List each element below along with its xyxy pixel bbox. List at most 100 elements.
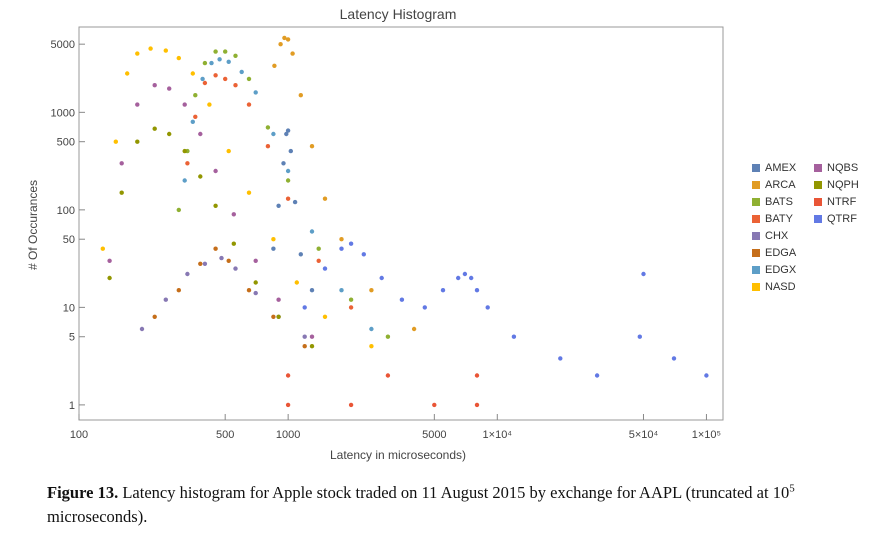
data-point [113,139,119,144]
data-point [282,35,287,41]
x-tick-label: 1000 [276,429,300,441]
legend-item-ntrf: NTRF [814,194,874,209]
data-point [219,255,224,261]
data-point [292,199,298,205]
y-tick-label: 100 [57,205,75,217]
data-point [348,402,354,408]
legend-label: EDGX [765,263,797,276]
data-point [135,102,140,107]
data-point [119,161,124,166]
data-point [322,314,328,319]
data-point [474,373,480,378]
data-point [176,55,181,61]
data-point [316,258,321,263]
x-tick-label: 500 [216,429,234,441]
data-point [385,334,391,339]
data-point [167,131,172,137]
legend-label: NTRF [827,195,857,208]
data-point [182,178,187,183]
data-point [152,126,157,131]
data-point [671,356,677,361]
data-point [411,326,417,332]
data-point [231,212,236,217]
data-point [239,69,244,75]
series-nqph [107,126,315,349]
x-axis-ticks: 100 500 1000 5000 1×10⁴ 5×10⁴ 1×10⁵ [70,414,721,441]
legend-swatch [814,180,822,189]
legend-label: NQBS [827,161,859,174]
data-point [272,63,277,68]
data-point [193,93,198,98]
data-point [223,76,228,82]
data-point [271,314,276,319]
chart-title: Latency Histogram [340,6,457,22]
y-tick-label: 50 [63,234,75,246]
legend-label: BATS [765,195,793,208]
legend-swatch [814,163,822,172]
data-point [379,275,384,281]
data-point [361,252,366,257]
data-point [456,275,461,281]
data-point [231,241,236,246]
series-edgx [182,57,374,332]
data-point [298,252,303,257]
data-point [302,334,307,339]
data-point [284,131,289,137]
legend-item-chx: CHX [752,228,814,243]
y-tick-label: 5000 [51,39,75,51]
data-point [309,229,315,234]
data-point [281,161,286,166]
legend-item-nqph: NQPH [814,177,874,192]
data-point [278,42,283,47]
data-point [176,207,181,213]
y-tick-label: 1000 [51,107,75,119]
figure-caption: Figure 13. Latency histogram for Apple s… [47,481,847,529]
data-point [309,144,315,149]
data-point [217,57,222,62]
legend-swatch [752,214,760,223]
data-point [399,297,405,302]
x-tick-label: 1×10⁵ [692,429,721,441]
data-point [176,288,181,293]
data-point [641,271,646,277]
data-point [339,237,344,242]
caption-label: Figure 13. [47,483,119,502]
data-point [276,203,281,208]
data-point [285,402,291,408]
data-point [246,288,252,293]
legend-item-baty: BATY [752,211,814,226]
data-point [369,326,374,332]
legend-swatch [752,180,760,189]
data-point [290,51,295,56]
data-point [148,46,153,51]
data-point [294,280,299,285]
legend-swatch [752,163,760,172]
data-point [226,148,231,154]
legend-label: EDGA [765,246,797,259]
data-point [223,49,228,54]
chart-legend: AMEX NQBS ARCA NQPH BATS NTRF BATY QTRF CHX EDGA E… [752,160,874,294]
data-point [198,174,203,179]
data-point [253,90,258,95]
data-point [704,373,709,378]
data-point [271,237,276,242]
legend-label: ARCA [765,178,796,191]
series-edga [152,246,307,349]
data-point [163,297,168,302]
data-point [348,241,354,246]
series-ntrf [285,373,480,408]
data-point [107,275,112,281]
data-point [511,334,517,339]
data-point [185,271,190,277]
data-point [288,148,293,154]
series-arca [272,35,417,332]
y-tick-label: 5 [69,332,75,344]
caption-superscript: 5 [789,482,795,495]
y-tick-label: 1 [69,400,75,412]
data-point [285,196,291,201]
legend-swatch [752,231,760,240]
data-point [339,246,344,251]
legend-label: NASD [765,280,796,293]
legend-item-qtrf: QTRF [814,211,874,226]
x-tick-label: 5×10⁴ [629,429,659,441]
